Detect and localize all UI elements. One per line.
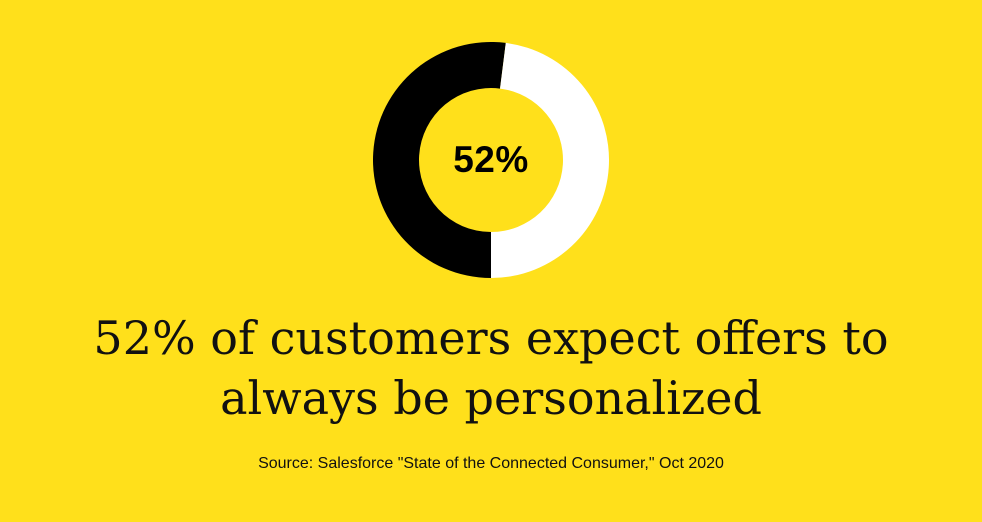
donut-chart xyxy=(373,42,609,278)
headline: 52% of customers expect offers to always… xyxy=(40,308,942,428)
source-citation: Source: Salesforce "State of the Connect… xyxy=(258,455,724,472)
headline-line-1: 52% of customers expect offers to xyxy=(93,311,889,365)
headline-line-2: always be personalized xyxy=(220,371,762,425)
donut-center-value: 52% xyxy=(453,139,529,180)
donut-slice-0 xyxy=(373,42,506,278)
donut-slice-1 xyxy=(491,42,609,278)
